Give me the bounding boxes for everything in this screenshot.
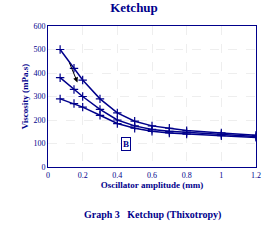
svg-text:200: 200 [33, 116, 45, 125]
svg-text:0.8: 0.8 [182, 171, 192, 180]
svg-text:0.2: 0.2 [78, 171, 88, 180]
svg-text:Ketchup: Ketchup [110, 0, 158, 15]
svg-text:400: 400 [33, 69, 45, 78]
svg-text:0.4: 0.4 [112, 171, 122, 180]
svg-text:Viscosity (mPa.s): Viscosity (mPa.s) [20, 64, 30, 130]
svg-text:100: 100 [33, 139, 45, 148]
svg-text:Graph 3 Ketchup (Thixotropy): Graph 3 Ketchup (Thixotropy) [84, 209, 221, 221]
svg-text:1: 1 [219, 171, 223, 180]
svg-text:300: 300 [33, 92, 45, 101]
svg-text:1.2: 1.2 [251, 171, 261, 180]
svg-text:600: 600 [33, 22, 45, 31]
svg-text:0: 0 [46, 171, 50, 180]
svg-text:500: 500 [33, 45, 45, 54]
svg-text:B: B [123, 139, 129, 149]
svg-text:Oscillator amplitude (mm): Oscillator amplitude (mm) [101, 180, 203, 190]
svg-text:0.6: 0.6 [147, 171, 157, 180]
svg-text:0: 0 [41, 163, 45, 172]
